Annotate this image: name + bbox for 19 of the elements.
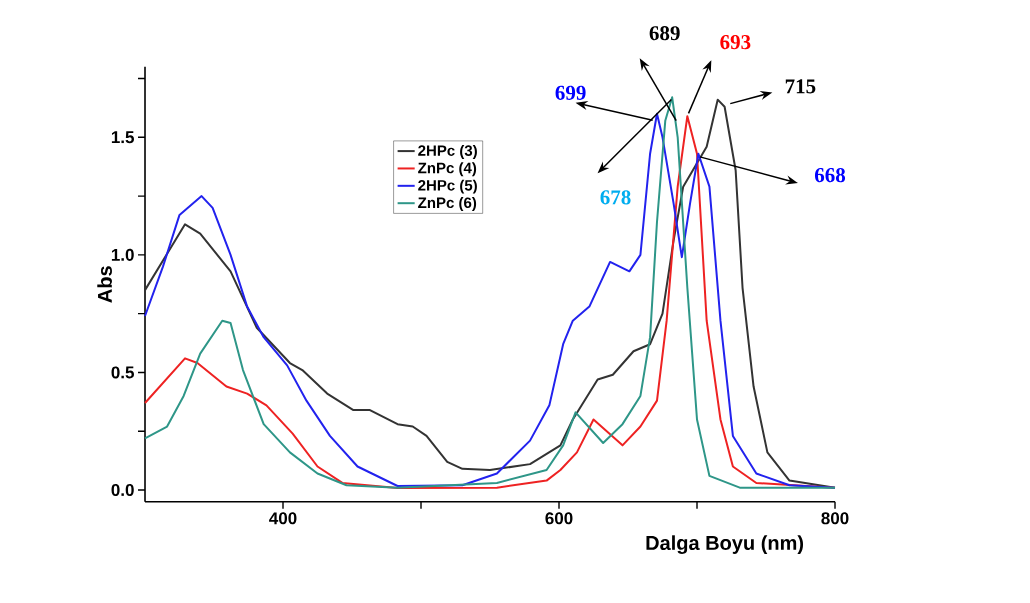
y-tick-label: 1.0 — [111, 248, 134, 261]
y-axis-title: Abs — [97, 266, 112, 303]
y-tick-label: 0.0 — [111, 483, 134, 497]
x-axis-title: Dalga Boyu (nm) — [646, 535, 804, 555]
annotation: 715 — [785, 79, 816, 94]
x-tick-label: 800 — [821, 512, 849, 525]
annotation: 693 — [720, 35, 751, 50]
legend-label: ZnPc (4) — [418, 162, 477, 177]
annotation: 689 — [649, 26, 680, 41]
legend-label: ZnPc (6) — [418, 197, 477, 211]
annotation: 678 — [600, 190, 631, 205]
legend-label: 2HPc (5) — [418, 179, 477, 194]
y-tick-label: 1.5 — [111, 131, 134, 144]
annotation: 668 — [814, 168, 846, 183]
x-tick-label: 400 — [269, 512, 297, 525]
x-tick-label: 600 — [545, 512, 573, 525]
annotation: 699 — [555, 85, 586, 100]
y-tick-label: 0.5 — [111, 366, 134, 379]
legend-label: 2HPc (3) — [418, 144, 477, 159]
